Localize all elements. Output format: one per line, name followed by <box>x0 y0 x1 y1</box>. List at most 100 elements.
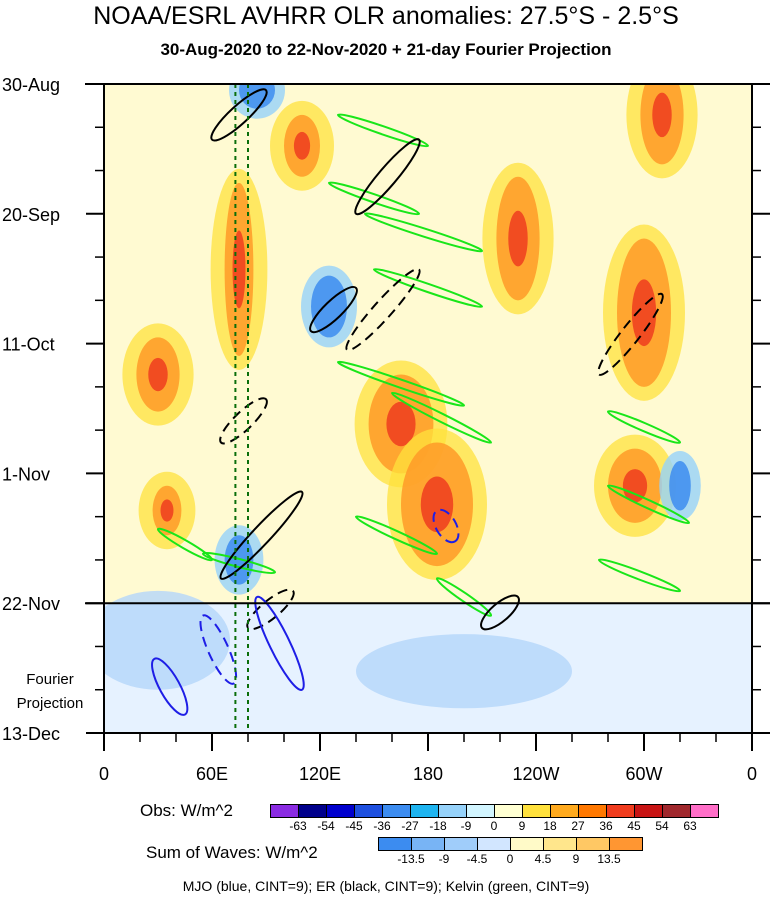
obs-color-cell <box>382 804 411 818</box>
obs-color-cell <box>410 804 439 818</box>
waves-color-cell <box>510 837 544 851</box>
waves-tick-label: -4.5 <box>466 852 488 866</box>
positive-anomaly-core <box>508 210 528 267</box>
positive-anomaly-core <box>386 401 416 447</box>
er-wave-contour <box>210 88 268 142</box>
obs-legend-label: Obs: W/m^2 <box>140 801 233 820</box>
x-tick-label: 60E <box>196 764 228 784</box>
waves-legend-label: Sum of Waves: W/m^2 <box>146 843 318 862</box>
obs-tick-label: -36 <box>373 819 391 833</box>
kelvin-wave-contour <box>606 484 691 525</box>
obs-color-cell <box>298 804 327 818</box>
kelvin-wave-contour <box>372 268 484 308</box>
mjo-contour <box>432 508 460 544</box>
kelvin-wave-contour <box>597 558 682 593</box>
projection-label-line-2: Projection <box>16 695 84 712</box>
y-tick-label: 30-Aug <box>2 75 60 95</box>
kelvin-wave-contour <box>363 212 484 253</box>
projection-label-line-1: Fourier <box>26 671 74 688</box>
positive-anomaly-core <box>160 499 174 522</box>
mjo-contour <box>254 595 305 691</box>
x-tick-label: 0 <box>747 764 757 784</box>
obs-color-cell <box>326 804 355 818</box>
er-wave-contour <box>354 138 421 216</box>
positive-anomaly-core <box>652 92 672 138</box>
kelvin-wave-contour <box>390 391 493 444</box>
positive-anomaly-core <box>420 476 454 533</box>
x-tick-label: 180 <box>413 764 443 784</box>
obs-color-cell <box>438 804 467 818</box>
positive-anomaly-core <box>148 357 168 392</box>
negative-anomaly-outer <box>104 590 230 690</box>
obs-color-cell <box>354 804 383 818</box>
obs-tick-label: 63 <box>683 819 697 833</box>
kelvin-wave-contour <box>354 515 439 556</box>
y-tick-label: 22-Nov <box>2 594 60 614</box>
obs-color-cell <box>690 804 719 818</box>
obs-tick-label: -54 <box>317 819 335 833</box>
waves-color-cell <box>576 837 610 851</box>
positive-anomaly-core <box>293 131 311 160</box>
obs-tick-label: -45 <box>345 819 363 833</box>
waves-color-cell <box>378 837 412 851</box>
kelvin-wave-contour <box>336 113 430 148</box>
chart-title: NOAA/ESRL AVHRR OLR anomalies: 27.5°S - … <box>93 2 679 30</box>
obs-tick-label: 54 <box>655 819 669 833</box>
x-tick-label: 60W <box>625 764 662 784</box>
waves-color-cell <box>543 837 577 851</box>
obs-tick-label: 9 <box>518 819 526 833</box>
kelvin-wave-contour <box>435 577 493 617</box>
negative-anomaly-region <box>669 461 691 511</box>
kelvin-wave-contour <box>336 360 466 407</box>
obs-tick-label: 36 <box>599 819 613 833</box>
obs-tick-label: -27 <box>401 819 419 833</box>
obs-tick-label: 18 <box>543 819 557 833</box>
kelvin-wave-contour <box>327 181 421 216</box>
chart-subtitle: 30-Aug-2020 to 22-Nov-2020 + 21-day Four… <box>160 40 612 59</box>
obs-color-cell <box>634 804 663 818</box>
positive-anomaly-core <box>622 469 648 503</box>
obs-tick-label: 27 <box>571 819 585 833</box>
x-tick-label: 0 <box>99 764 109 784</box>
positive-anomaly-core <box>232 230 246 309</box>
x-tick-label: 120W <box>512 764 559 784</box>
er-wave-contour <box>345 267 421 352</box>
x-tick-label: 120E <box>299 764 341 784</box>
obs-tick-label: -18 <box>429 819 447 833</box>
y-tick-label: 11-Oct <box>2 335 55 355</box>
kelvin-wave-contour <box>606 410 682 444</box>
waves-tick-label: 9 <box>572 852 580 866</box>
er-wave-contour <box>597 292 664 376</box>
positive-anomaly-core <box>631 279 657 347</box>
waves-tick-label: -9 <box>438 852 450 866</box>
footer-legend-note: MJO (blue, CINT=9); ER (black, CINT=9); … <box>182 878 590 894</box>
obs-color-cell <box>270 804 299 818</box>
y-tick-label: 20-Sep <box>2 205 60 225</box>
waves-tick-label: 0 <box>506 852 514 866</box>
obs-color-cell <box>522 804 551 818</box>
waves-tick-label: 4.5 <box>534 852 552 866</box>
er-wave-contour <box>219 490 304 580</box>
waves-tick-label: -13.5 <box>397 852 425 866</box>
obs-color-cell <box>662 804 691 818</box>
obs-color-cell <box>606 804 635 818</box>
negative-anomaly-outer <box>356 634 572 709</box>
waves-color-cell <box>609 837 643 851</box>
obs-color-cell <box>578 804 607 818</box>
y-tick-label: 1-Nov <box>2 464 50 484</box>
er-wave-contour <box>480 594 520 631</box>
negative-anomaly-region <box>224 535 254 585</box>
obs-tick-label: -9 <box>460 819 472 833</box>
obs-tick-label: 0 <box>490 819 498 833</box>
kelvin-wave-contour <box>201 551 277 575</box>
waves-color-cell <box>411 837 445 851</box>
y-tick-label: 13-Dec <box>2 724 60 744</box>
obs-color-cell <box>550 804 579 818</box>
waves-color-cell <box>444 837 478 851</box>
obs-color-cell <box>494 804 523 818</box>
obs-tick-label: 45 <box>627 819 641 833</box>
er-wave-contour <box>219 397 268 445</box>
negative-anomaly-region <box>311 275 347 338</box>
mjo-contour <box>151 657 189 716</box>
